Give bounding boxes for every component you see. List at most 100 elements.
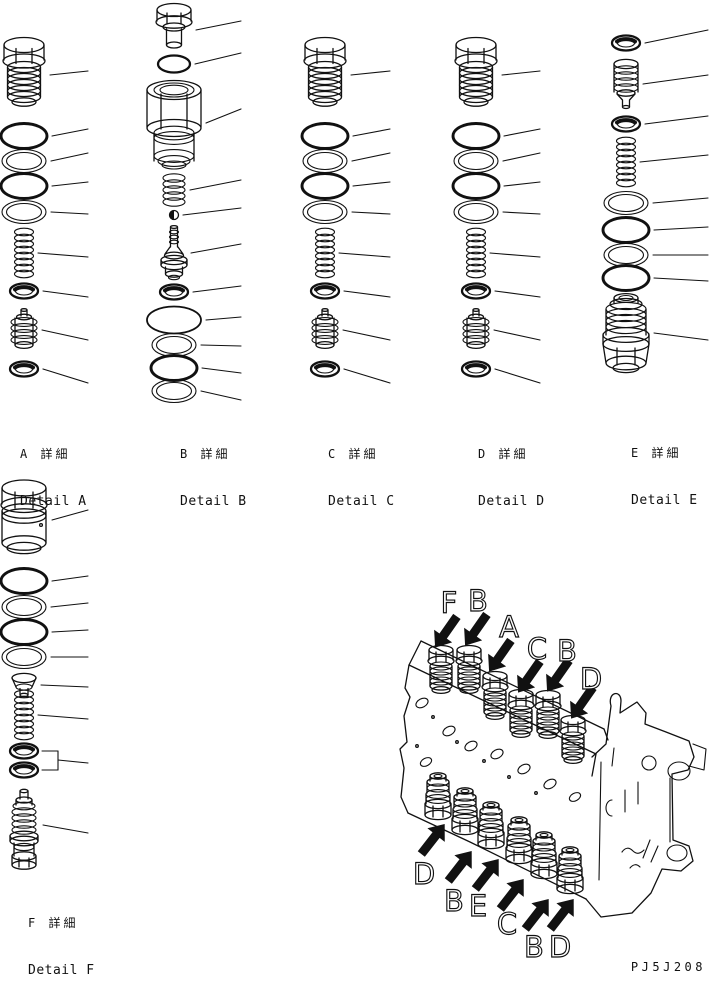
- callout-letter-bottom: B: [524, 930, 544, 964]
- detail-d-caption: D 詳細 Detail D: [478, 414, 545, 526]
- end-cover-outline: [585, 692, 707, 918]
- part-spring-detail-E: [615, 136, 637, 188]
- part-backup-ring-detail-A: [1, 148, 47, 174]
- leader-line: [50, 602, 89, 608]
- part-seal-ring-detail-A: [8, 359, 40, 379]
- leader-line: [653, 277, 709, 282]
- part-hex-plug-detail-A: [2, 36, 46, 107]
- detail-e-caption-jp: E 詳細: [631, 446, 682, 460]
- callout-letter-bottom: D: [549, 930, 571, 964]
- detail-b-caption-jp: B 詳細: [180, 447, 231, 461]
- detail-c-caption-jp: C 詳細: [328, 447, 379, 461]
- part-seal-ring-detail-A: [8, 281, 40, 301]
- leader-line: [200, 390, 242, 401]
- detail-b-caption: B 詳細 Detail B: [180, 414, 247, 526]
- part-relief-valve-detail-A: [10, 308, 38, 350]
- part-hex-plug-detail-C: [303, 36, 347, 107]
- part-poppet-detail-F: [11, 672, 37, 698]
- leader-line: [493, 329, 541, 341]
- part-o-ring-large-detail-B: [146, 305, 202, 335]
- leader-line: [639, 154, 709, 163]
- callout-letter-top: B: [468, 584, 488, 618]
- leader-line: [37, 252, 89, 258]
- callout-letter-top: D: [580, 662, 602, 696]
- part-o-ring-detail-F: [0, 567, 49, 595]
- detail-c-caption-en: Detail C: [328, 494, 395, 509]
- part-spring-detail-F: [13, 689, 35, 741]
- detail-a-caption: A 詳細 Detail A: [20, 414, 87, 526]
- leader-line: [503, 128, 541, 137]
- part-o-ring-detail-D: [451, 122, 501, 150]
- callout-letter-top: F: [441, 586, 458, 620]
- part-o-ring-detail-B: [149, 354, 199, 382]
- leader-line: [42, 368, 89, 384]
- callout-letter-bottom: D: [413, 857, 435, 891]
- leader-line: [343, 290, 391, 298]
- part-seal-ring-detail-D: [460, 359, 492, 379]
- part-ball-detail-B: [168, 209, 180, 221]
- port-holes: [415, 697, 582, 802]
- leader-line: [205, 108, 242, 124]
- leader-line: [40, 684, 89, 688]
- leader-line: [502, 152, 541, 162]
- part-relief-valve-detail-C: [311, 308, 339, 350]
- leader-line: [642, 74, 709, 85]
- leader-line: [503, 181, 541, 187]
- valve-assembly-drawing: F B A C B D D B E C B D: [399, 583, 707, 965]
- part-spring-detail-D: [465, 227, 487, 279]
- leader-line: [41, 329, 89, 341]
- part-seal-ring-detail-C: [309, 359, 341, 379]
- callout-letter-bottom: B: [444, 884, 464, 918]
- leader-line: [51, 509, 89, 521]
- detail-e-caption: E 詳細 Detail E: [631, 413, 698, 525]
- leader-line: [189, 179, 242, 191]
- part-spring-detail-A: [13, 227, 35, 279]
- part-backup-ring-detail-B: [151, 332, 197, 358]
- detail-f-caption-en: Detail F: [28, 963, 95, 978]
- part-backup-ring-detail-A: [1, 199, 47, 225]
- part-backup-ring-detail-B: [151, 378, 197, 404]
- part-hex-bolt-detail-B: [155, 2, 193, 49]
- leader-line: [342, 329, 391, 341]
- part-backup-ring-detail-F: [1, 594, 47, 620]
- leader-line: [653, 332, 709, 341]
- part-relief-valve-detail-D: [462, 308, 490, 350]
- callout-letter-bottom: C: [497, 907, 517, 941]
- callout-letter-top: A: [499, 610, 519, 644]
- detail-b-caption-en: Detail B: [180, 494, 247, 509]
- leader-line: [352, 181, 391, 187]
- part-seal-ring-detail-D: [460, 281, 492, 301]
- leader-line: [205, 316, 242, 321]
- leader-line: [49, 70, 89, 76]
- part-needle-valve-detail-B: [160, 224, 188, 281]
- leader-line: [350, 70, 391, 76]
- drawing-number: PJ5J208: [630, 960, 706, 974]
- detail-d-caption-en: Detail D: [478, 494, 545, 509]
- detail-f-caption-jp: F 詳細: [28, 916, 79, 930]
- leader-line: [182, 207, 242, 216]
- part-backup-ring-detail-F: [1, 644, 47, 670]
- part-o-ring-detail-C: [300, 122, 350, 150]
- part-backup-ring-detail-D: [453, 148, 499, 174]
- part-seal-ring-detail-C: [309, 281, 341, 301]
- part-o-ring-detail-D: [451, 172, 501, 200]
- leader-line: [644, 29, 709, 44]
- leader-line: [42, 824, 89, 834]
- leader-line: [194, 52, 242, 65]
- callout-letters: F B A C B D D B E C B D: [412, 583, 602, 964]
- detail-f-caption: F 詳細 Detail F: [28, 883, 95, 982]
- part-poppet-valve-detail-E: [613, 58, 639, 110]
- leader-line: [338, 252, 391, 258]
- part-seal-ring-detail-E: [610, 114, 642, 134]
- part-o-ring-detail-E: [601, 264, 651, 292]
- detail-columns: [0, 2, 709, 870]
- leader-line: [37, 714, 89, 720]
- bracket-line: [57, 759, 89, 764]
- leader-line: [192, 285, 242, 293]
- part-seal-ring-detail-B: [158, 282, 190, 302]
- leader-line: [501, 70, 541, 76]
- part-o-ring-detail-C: [300, 172, 350, 200]
- leader-line: [502, 211, 541, 215]
- leader-line: [51, 629, 89, 633]
- leader-line: [351, 211, 391, 215]
